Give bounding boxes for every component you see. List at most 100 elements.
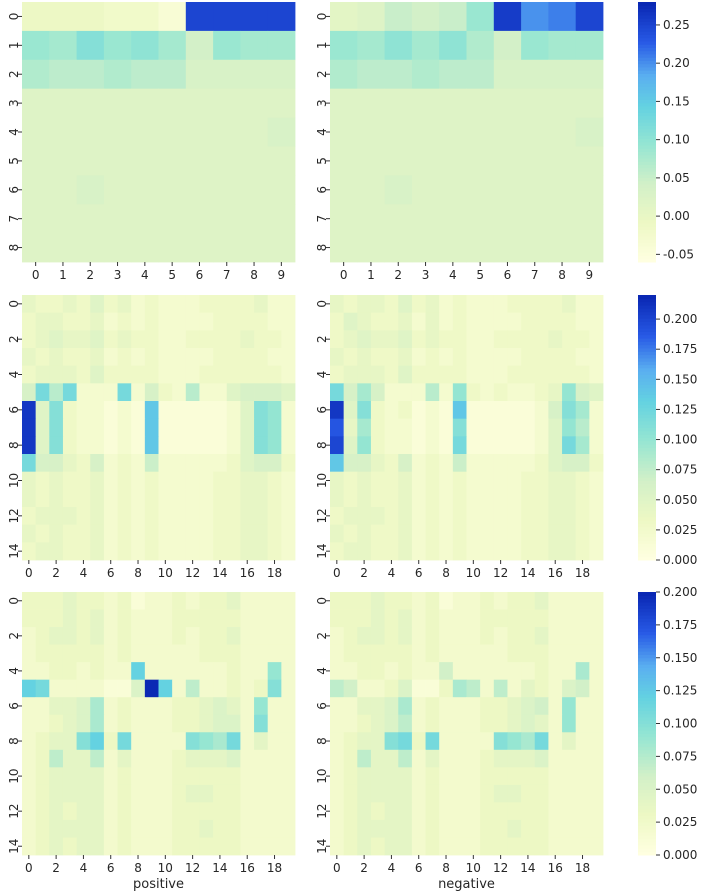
heatmap-cell bbox=[330, 348, 345, 367]
heatmap-cell bbox=[144, 330, 159, 349]
heatmap-cell bbox=[507, 767, 522, 786]
heatmap-cell bbox=[357, 784, 372, 803]
heatmap-cell bbox=[384, 679, 399, 698]
colorbar-segment bbox=[638, 802, 656, 807]
heatmap-cell bbox=[425, 784, 440, 803]
colorbar-segment bbox=[638, 2, 656, 6]
heatmap-cell bbox=[548, 401, 563, 420]
colorbar-segment bbox=[638, 41, 656, 45]
colorbar-segment bbox=[638, 670, 656, 675]
heatmap-cell bbox=[411, 146, 440, 176]
heatmap-cell bbox=[185, 542, 200, 561]
colorbar-tick-label: 0.10 bbox=[663, 133, 690, 147]
heatmap-cell bbox=[22, 365, 37, 384]
heatmap-cell bbox=[22, 819, 37, 838]
y-tick-label: 4 bbox=[7, 371, 21, 379]
heatmap-cell bbox=[131, 330, 146, 349]
heatmap-cell bbox=[548, 88, 577, 118]
heatmap-cell bbox=[589, 697, 604, 716]
heatmap-cell bbox=[267, 732, 282, 751]
heatmap-cell bbox=[267, 507, 282, 526]
heatmap-cell bbox=[213, 146, 241, 176]
x-tick-label: 6 bbox=[196, 268, 204, 282]
heatmap-cell bbox=[521, 767, 536, 786]
heatmap-cell bbox=[493, 542, 508, 561]
colorbar-segment bbox=[638, 598, 656, 603]
heatmap-cell bbox=[103, 524, 118, 543]
heatmap-cell bbox=[76, 524, 91, 543]
y-tick-label: 0 bbox=[315, 13, 329, 21]
colorbar-segment bbox=[638, 200, 656, 204]
heatmap-cell bbox=[267, 175, 296, 205]
heatmap-cell bbox=[439, 802, 454, 821]
heatmap-cell bbox=[521, 732, 536, 751]
y-tick-label: 8 bbox=[7, 737, 21, 745]
heatmap-cell bbox=[466, 542, 481, 561]
heatmap-cell bbox=[507, 295, 522, 314]
heatmap-cell bbox=[507, 627, 522, 645]
heatmap-cell bbox=[240, 146, 269, 176]
heatmap-cell bbox=[213, 802, 228, 821]
heatmap-cell bbox=[589, 312, 604, 331]
heatmap-cell bbox=[357, 507, 372, 526]
heatmap-cell bbox=[562, 749, 577, 768]
heatmap-cell bbox=[466, 749, 481, 768]
heatmap-cell bbox=[507, 348, 522, 367]
colorbar-segment bbox=[638, 219, 656, 224]
colorbar-segment bbox=[638, 845, 656, 849]
heatmap-cell bbox=[158, 295, 173, 314]
heatmap-cell bbox=[493, 837, 508, 856]
heatmap-cell bbox=[466, 418, 481, 437]
heatmap-cell bbox=[452, 714, 467, 733]
colorbar-segment bbox=[638, 197, 656, 201]
heatmap-cell bbox=[172, 330, 187, 349]
x-tick-label: 4 bbox=[388, 566, 396, 580]
heatmap-cell bbox=[213, 312, 228, 331]
heatmap-cell bbox=[493, 312, 508, 331]
heatmap-cell bbox=[62, 542, 77, 561]
y-tick-label: 4 bbox=[315, 128, 329, 136]
heatmap-cell bbox=[213, 454, 228, 473]
colorbar-segment bbox=[638, 543, 656, 548]
heatmap-cell bbox=[493, 489, 508, 508]
heatmap-cell bbox=[384, 609, 399, 628]
heatmap-cell bbox=[493, 383, 508, 402]
heatmap-cell bbox=[343, 330, 358, 349]
heatmap-cell bbox=[493, 784, 508, 803]
heatmap-cell bbox=[452, 418, 467, 437]
heatmap-cell bbox=[548, 2, 577, 32]
heatmap-cell bbox=[62, 802, 77, 821]
heatmap-cell bbox=[589, 732, 604, 751]
heatmap-cell bbox=[35, 295, 50, 314]
heatmap-cell bbox=[90, 542, 105, 561]
heatmap-cell bbox=[254, 418, 269, 437]
heatmap-cell bbox=[411, 418, 426, 437]
y-tick-label: 12 bbox=[7, 508, 21, 523]
x-tick-label: 9 bbox=[586, 268, 594, 282]
heatmap-cell bbox=[466, 609, 481, 628]
heatmap-cell bbox=[267, 662, 282, 681]
heatmap-cell bbox=[384, 383, 399, 402]
heatmap-cell bbox=[49, 233, 77, 263]
heatmap-cell bbox=[357, 542, 372, 561]
heatmap-cell bbox=[357, 819, 372, 838]
heatmap-cell bbox=[370, 662, 385, 681]
colorbar-segment bbox=[638, 851, 656, 856]
heatmap-cell bbox=[466, 627, 481, 645]
heatmap-cell bbox=[62, 644, 77, 663]
heatmap-cell bbox=[49, 507, 64, 526]
heatmap-cell bbox=[534, 679, 549, 698]
heatmap-cell bbox=[439, 175, 467, 205]
heatmap-cell bbox=[76, 312, 91, 331]
heatmap-cell bbox=[213, 295, 228, 314]
heatmap-cell bbox=[507, 592, 522, 610]
heatmap-cell bbox=[480, 802, 495, 821]
heatmap-cell bbox=[281, 401, 296, 420]
heatmap-cell bbox=[158, 383, 173, 402]
heatmap-cell bbox=[35, 802, 50, 821]
heatmap-cell bbox=[521, 233, 549, 263]
heatmap-cell bbox=[411, 662, 426, 681]
heatmap-cell bbox=[254, 592, 269, 610]
heatmap-cell bbox=[185, 2, 214, 32]
heatmap-cell bbox=[575, 88, 604, 118]
